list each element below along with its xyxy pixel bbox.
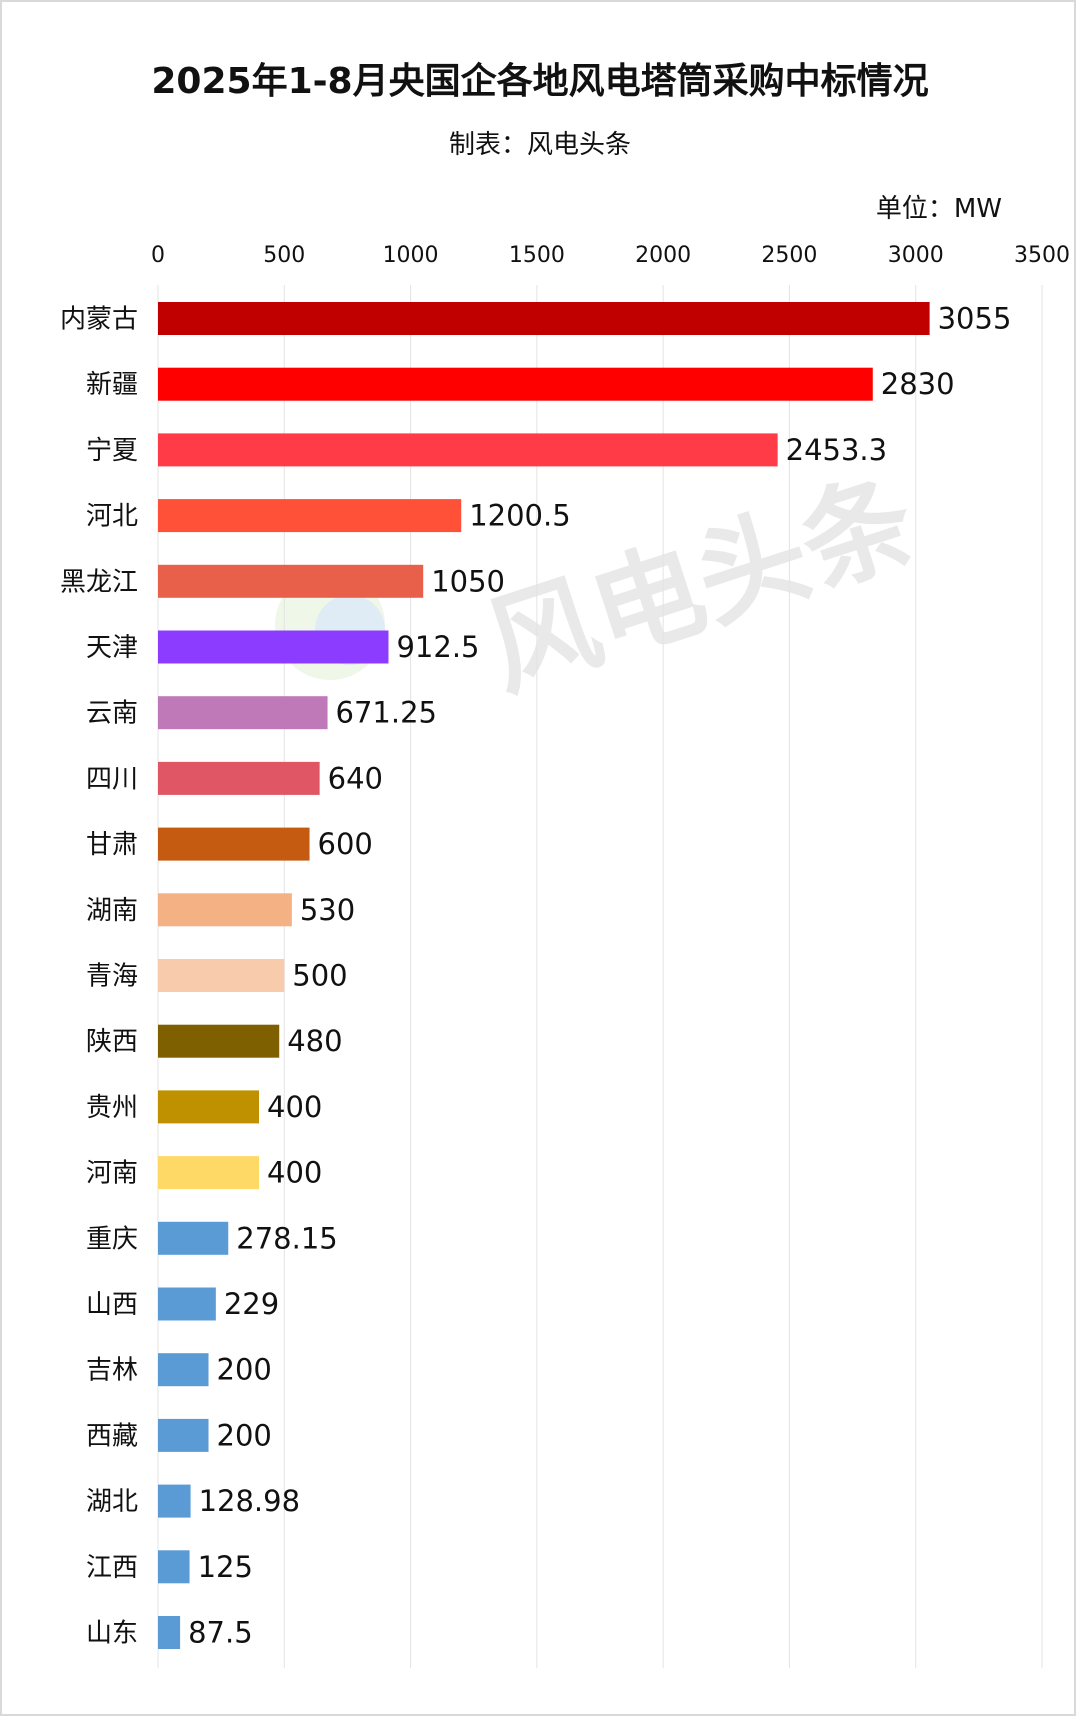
- bar: [158, 630, 389, 664]
- category-label: 湖北: [86, 1487, 138, 1517]
- x-tick-label: 3000: [888, 243, 944, 268]
- bar: [158, 302, 930, 335]
- category-label: 青海: [86, 962, 138, 992]
- data-label: 125: [198, 1550, 253, 1584]
- category-label: 重庆: [86, 1224, 138, 1254]
- category-label: 甘肃: [86, 830, 138, 860]
- category-label: 河南: [86, 1159, 138, 1189]
- data-label: 1200.5: [469, 499, 570, 533]
- bar: [158, 1353, 209, 1387]
- data-label: 640: [328, 761, 383, 795]
- grid-lines: [157, 285, 1043, 1668]
- bar: [158, 959, 285, 992]
- x-tick-label: 3500: [1014, 243, 1070, 268]
- category-label: 黑龙江: [60, 567, 138, 597]
- data-label: 2453.3: [786, 433, 887, 467]
- bar: [158, 499, 462, 533]
- x-axis-ticks: 0 500 1000 1500 2000 2500 3000 3500: [151, 243, 1070, 268]
- category-label: 山东: [86, 1619, 138, 1649]
- category-label: 河北: [86, 502, 138, 532]
- bar: [158, 1616, 181, 1649]
- category-label: 陕西: [86, 1027, 138, 1057]
- chart-title: 2025年1-8月央国企各地风电塔筒采购中标情况: [151, 61, 929, 102]
- data-label: 2830: [881, 367, 955, 401]
- category-label: 云南: [86, 699, 138, 729]
- bar: [158, 564, 424, 598]
- x-tick-label: 1000: [383, 243, 439, 268]
- bar: [158, 1484, 191, 1518]
- bar: [158, 1418, 209, 1452]
- data-label: 128.98: [199, 1484, 300, 1518]
- value-labels: 3055 2830 2453.3 1200.5 1050 912.5 671.25 640 60…: [188, 302, 1011, 1650]
- category-label: 宁夏: [86, 436, 138, 466]
- bar: [158, 893, 292, 927]
- data-label: 600: [318, 827, 373, 861]
- bar: [158, 1287, 216, 1321]
- data-label: 200: [217, 1418, 272, 1452]
- chart-subtitle: 制表：风电头条: [448, 130, 631, 160]
- x-tick-label: 1500: [509, 243, 565, 268]
- bar: [158, 1090, 260, 1124]
- category-label: 四川: [86, 764, 138, 794]
- x-tick-label: 2500: [761, 243, 817, 268]
- category-label: 新疆: [86, 370, 138, 400]
- data-label: 912.5: [396, 630, 479, 664]
- x-tick-label: 500: [263, 243, 305, 268]
- category-label: 西藏: [86, 1421, 138, 1451]
- bar: [158, 1024, 280, 1058]
- x-tick-label: 0: [151, 243, 165, 268]
- data-label: 229: [224, 1287, 279, 1321]
- bars: [158, 302, 930, 1649]
- data-label: 500: [292, 959, 347, 993]
- x-tick-label: 2000: [635, 243, 691, 268]
- data-label: 200: [217, 1353, 272, 1387]
- category-label: 贵州: [86, 1093, 138, 1123]
- data-label: 278.15: [236, 1221, 337, 1255]
- data-label: 671.25: [336, 696, 437, 730]
- data-label: 87.5: [188, 1616, 253, 1650]
- bar: [158, 1156, 260, 1190]
- data-label: 400: [267, 1090, 322, 1124]
- category-label: 江西: [86, 1553, 138, 1583]
- bar: [158, 1550, 190, 1584]
- category-label: 山西: [86, 1290, 138, 1320]
- category-label: 湖南: [86, 896, 138, 926]
- data-label: 1050: [431, 564, 505, 598]
- category-label: 内蒙古: [60, 305, 138, 335]
- data-label: 480: [287, 1024, 342, 1058]
- bar: [158, 1221, 229, 1255]
- bar: [158, 761, 320, 795]
- category-labels: 内蒙古新疆宁夏河北黑龙江天津云南四川甘肃湖南青海陕西贵州河南重庆山西吉林西藏湖北…: [60, 305, 138, 1649]
- bar: [158, 367, 873, 401]
- watermark-text: 风电头条: [472, 456, 930, 714]
- data-label: 3055: [938, 302, 1012, 336]
- bar: [158, 696, 328, 730]
- bar: [158, 433, 778, 467]
- bar: [158, 827, 310, 861]
- category-label: 天津: [86, 633, 138, 663]
- category-label: 吉林: [86, 1356, 138, 1386]
- unit-label: 单位：MW: [875, 194, 1002, 224]
- data-label: 530: [300, 893, 355, 927]
- data-label: 400: [267, 1156, 322, 1190]
